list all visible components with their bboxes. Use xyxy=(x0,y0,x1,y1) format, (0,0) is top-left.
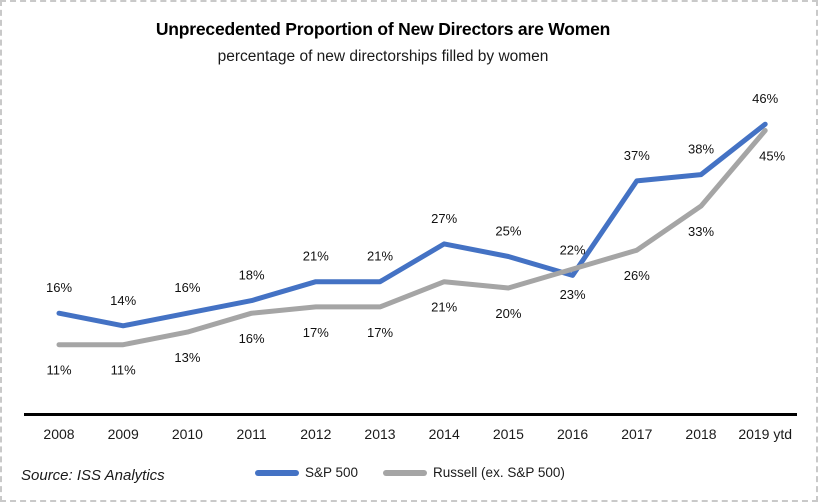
legend: S&P 500 Russell (ex. S&P 500) xyxy=(255,465,565,480)
x-axis-label-2010: 2010 xyxy=(172,426,203,442)
data-label-1-7: 20% xyxy=(495,306,521,321)
data-label-1-9: 26% xyxy=(624,268,650,283)
x-axis-label-2009: 2009 xyxy=(108,426,139,442)
data-label-0-0: 16% xyxy=(46,280,72,295)
x-axis-label-2008: 2008 xyxy=(43,426,74,442)
series-line-1 xyxy=(56,128,768,348)
x-axis-label-2016: 2016 xyxy=(557,426,588,442)
data-label-1-4: 17% xyxy=(303,325,329,340)
legend-label-russell: Russell (ex. S&P 500) xyxy=(433,465,565,480)
data-label-1-11: 45% xyxy=(759,149,785,164)
data-label-0-4: 21% xyxy=(303,249,329,264)
x-axis-label-2019-ytd: 2019 ytd xyxy=(738,426,792,442)
data-label-1-3: 16% xyxy=(239,331,265,346)
legend-swatch-sp500 xyxy=(255,469,299,476)
data-label-1-5: 17% xyxy=(367,325,393,340)
chart-title: Unprecedented Proportion of New Director… xyxy=(155,19,611,39)
x-axis-label-2014: 2014 xyxy=(429,426,460,442)
data-label-0-3: 18% xyxy=(239,268,265,283)
source-note: Source: ISS Analytics xyxy=(21,467,165,484)
x-axis-label-2017: 2017 xyxy=(621,426,652,442)
data-label-1-8: 23% xyxy=(560,287,586,302)
data-label-0-5: 21% xyxy=(367,249,393,264)
data-label-1-2: 13% xyxy=(174,350,200,365)
data-label-1-6: 21% xyxy=(431,300,457,315)
x-axis-label-2018: 2018 xyxy=(685,426,716,442)
data-label-0-2: 16% xyxy=(174,280,200,295)
chart-subtitle: percentage of new directorships filled b… xyxy=(217,48,549,65)
series-line-0 xyxy=(56,121,768,329)
x-axis-label-2013: 2013 xyxy=(364,426,395,442)
x-axis-label-2011: 2011 xyxy=(237,426,267,442)
data-label-0-6: 27% xyxy=(431,211,457,226)
data-label-0-8: 22% xyxy=(560,242,586,257)
legend-swatch-russell xyxy=(383,469,428,476)
data-label-1-10: 33% xyxy=(688,224,714,239)
legend-label-sp500: S&P 500 xyxy=(305,465,359,480)
legend-item-sp500: S&P 500 xyxy=(255,465,358,480)
x-axis-label-2015: 2015 xyxy=(493,426,524,442)
data-label-0-10: 38% xyxy=(688,142,714,157)
data-label-0-7: 25% xyxy=(495,224,521,239)
data-label-0-1: 14% xyxy=(110,293,136,308)
legend-item-russell: Russell (ex. S&P 500) xyxy=(383,465,565,480)
data-label-0-9: 37% xyxy=(624,148,650,163)
data-label-0-11: 46% xyxy=(752,91,778,106)
data-label-1-1: 11% xyxy=(111,363,136,378)
x-axis-label-2012: 2012 xyxy=(300,426,331,442)
data-label-1-0: 11% xyxy=(46,363,71,378)
